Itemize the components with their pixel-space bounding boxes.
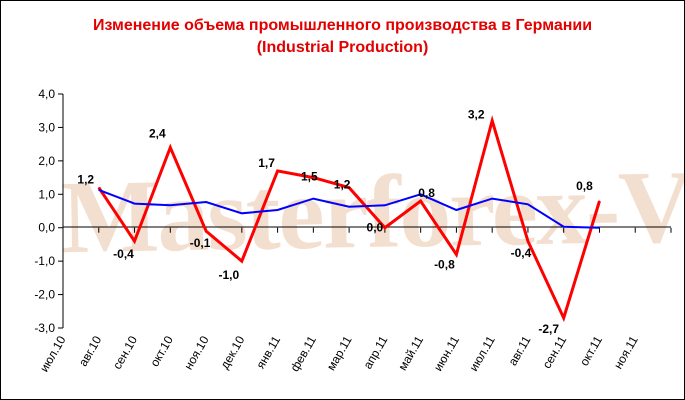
data-label: -2,7 [538,322,559,336]
data-point [527,240,529,242]
data-point [241,212,243,214]
x-tick-label: апр.11 [361,333,391,371]
x-tick-label: июл.10 [37,333,69,374]
data-label: 1,2 [77,173,94,187]
data-point [491,120,493,122]
data-label: 0,8 [576,179,593,193]
x-tick-label: дек.10 [217,333,247,371]
series-line-2 [98,188,600,229]
data-point [134,203,136,205]
x-tick-label: сен.10 [110,333,140,371]
data-point [491,198,493,200]
data-point [598,227,600,229]
y-tick-label: 1,0 [38,187,55,201]
data-point [169,146,171,148]
x-tick-label: фев.11 [287,333,319,374]
x-tick-label: июл.11 [467,333,498,373]
data-point [312,177,314,179]
data-label: -1,0 [218,268,239,282]
y-tick-label: 2,0 [38,154,55,168]
y-tick-label: -3,0 [34,321,55,335]
data-point [241,260,243,262]
data-point [205,201,207,203]
data-point [205,230,207,232]
x-tick-label: ноя.11 [611,333,641,371]
x-tick-label: сен.11 [540,333,570,371]
data-point [384,204,386,206]
data-point [348,206,350,208]
data-label: 3,2 [468,108,485,122]
data-point [169,204,171,206]
x-tick-label: мар.11 [324,333,355,373]
series-lines [97,115,601,323]
x-tick-label: ноя.10 [181,333,212,372]
data-label: -0,1 [190,236,211,250]
chart-subtitle-line: (Industrial Production) [256,39,429,56]
x-tick-label: авг.11 [506,333,534,368]
y-tick-label: -2,0 [34,288,55,302]
data-point [420,200,422,202]
chart-title-line: Изменение объема промышленного производс… [92,17,593,34]
data-point [98,189,100,191]
y-tick-label: -1,0 [34,254,55,268]
x-tick-label: май.11 [395,333,426,373]
chart-title: Изменение объема промышленного производс… [1,15,684,59]
data-point [420,193,422,195]
data-point [455,209,457,211]
y-tick-label: 4,0 [38,87,55,101]
data-point [598,200,600,202]
data-point [277,209,279,211]
data-point [563,226,565,228]
data-point [277,170,279,172]
data-point [98,187,100,189]
data-point [384,227,386,229]
data-point [527,203,529,205]
data-point [312,198,314,200]
x-tick-label: янв.11 [253,333,283,371]
data-labels: 1,2 -0,4 2,4 -0,1 -1,0 1,7 1,5 1,2 0,0 0,8 -0,8 3,2… [77,108,593,336]
data-label: -0,4 [511,246,532,260]
data-label: 2,4 [149,126,166,140]
data-label: 1,7 [258,156,275,170]
y-tick-label: 0,0 [38,221,55,235]
data-label: 0,8 [418,186,435,200]
data-label: -0,8 [434,257,455,271]
x-tick-label: окт.11 [577,333,605,368]
x-tick-label: июн.11 [431,333,462,373]
data-label: -0,4 [113,247,134,261]
x-tick-label: авг.10 [76,333,105,369]
x-tick-label: окт.10 [147,333,176,369]
data-point [134,240,136,242]
y-axis-ticks: -3,0 -2,0 -1,0 0,0 1,0 2,0 3,0 4,0 [34,87,63,335]
data-point [563,317,565,319]
y-tick-label: 3,0 [38,120,55,134]
data-point [348,187,350,189]
data-label: 1,2 [334,178,351,192]
data-label: 1,5 [301,170,318,184]
data-label: 0,0 [367,221,384,235]
data-point [455,253,457,255]
series-line-1 [97,115,601,323]
